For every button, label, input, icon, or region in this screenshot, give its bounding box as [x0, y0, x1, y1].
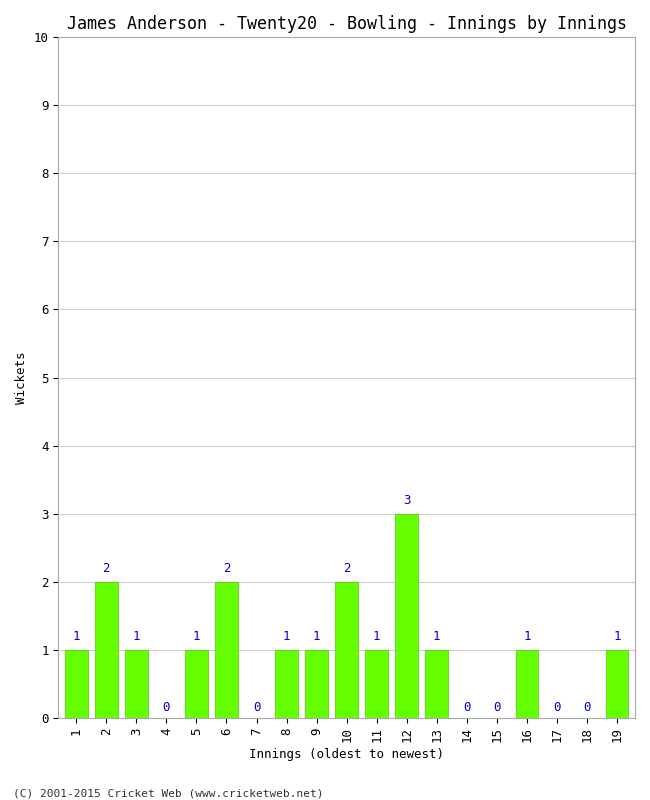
Text: 0: 0 — [253, 701, 260, 714]
Bar — [365, 650, 388, 718]
Text: 0: 0 — [493, 701, 501, 714]
Y-axis label: Wickets: Wickets — [15, 351, 28, 404]
Bar — [306, 650, 328, 718]
Text: 0: 0 — [463, 701, 471, 714]
Text: 2: 2 — [103, 562, 110, 575]
Text: 2: 2 — [223, 562, 230, 575]
Text: 1: 1 — [192, 630, 200, 643]
Text: 0: 0 — [162, 701, 170, 714]
Text: (C) 2001-2015 Cricket Web (www.cricketweb.net): (C) 2001-2015 Cricket Web (www.cricketwe… — [13, 788, 324, 798]
Text: 0: 0 — [583, 701, 591, 714]
Text: 1: 1 — [73, 630, 80, 643]
Title: James Anderson - Twenty20 - Bowling - Innings by Innings: James Anderson - Twenty20 - Bowling - In… — [67, 15, 627, 33]
Text: 1: 1 — [283, 630, 291, 643]
Text: 1: 1 — [433, 630, 441, 643]
Text: 0: 0 — [553, 701, 561, 714]
Bar — [95, 582, 118, 718]
Bar — [276, 650, 298, 718]
Text: 2: 2 — [343, 562, 350, 575]
Bar — [515, 650, 538, 718]
Text: 1: 1 — [313, 630, 320, 643]
Text: 1: 1 — [613, 630, 621, 643]
X-axis label: Innings (oldest to newest): Innings (oldest to newest) — [249, 748, 444, 761]
Bar — [395, 514, 418, 718]
Bar — [185, 650, 208, 718]
Bar — [125, 650, 148, 718]
Bar — [215, 582, 238, 718]
Text: 1: 1 — [523, 630, 530, 643]
Bar — [335, 582, 358, 718]
Bar — [606, 650, 629, 718]
Text: 1: 1 — [133, 630, 140, 643]
Bar — [65, 650, 88, 718]
Text: 3: 3 — [403, 494, 410, 507]
Bar — [426, 650, 448, 718]
Text: 1: 1 — [373, 630, 380, 643]
